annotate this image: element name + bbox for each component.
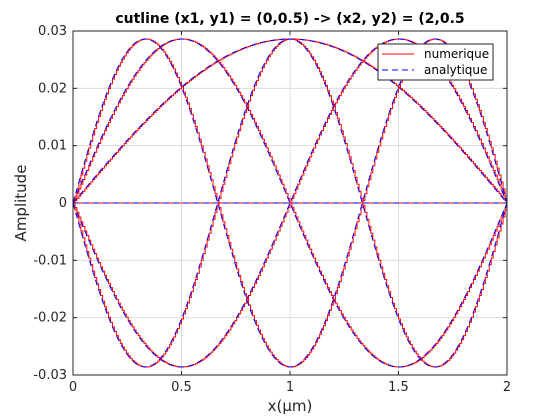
y-tick-label: 0.01 (38, 139, 67, 154)
legend-label-analytique: analytique (424, 63, 487, 77)
legend-box (377, 43, 494, 81)
y-tick-label: -0.03 (33, 368, 67, 383)
y-tick-label: -0.02 (33, 311, 67, 326)
y-tick-label: 0.02 (38, 81, 67, 96)
y-tick-label: 0 (59, 196, 67, 211)
x-tick-label: 1 (286, 380, 294, 395)
series-analytique-mode3n (73, 38, 507, 368)
series (73, 38, 507, 368)
x-tick-label: 1.5 (388, 380, 409, 395)
tick-labels: 0 0.5 1 1.5 2 -0.03 -0.02 -0.01 0 0.01 0.02 0.03 (33, 24, 511, 395)
x-tick-label: 2 (503, 380, 511, 395)
ticks (72, 30, 508, 376)
y-tick-label: -0.01 (33, 253, 67, 268)
legend-label-numerique: numerique (424, 47, 489, 61)
y-axis-label: Amplitude (12, 165, 30, 242)
series-analytique-mode3p (73, 38, 507, 368)
legend: numerique analytique (377, 43, 494, 81)
x-tick-label: 0.5 (171, 380, 192, 395)
x-tick-label: 0 (69, 380, 77, 395)
chart-title: cutline (x1, y1) = (0,0.5) -> (x2, y2) =… (115, 11, 464, 27)
y-tick-label: 0.03 (38, 24, 67, 39)
series-analytique-mode2p (73, 38, 507, 368)
x-axis-label: x(µm) (268, 397, 313, 415)
